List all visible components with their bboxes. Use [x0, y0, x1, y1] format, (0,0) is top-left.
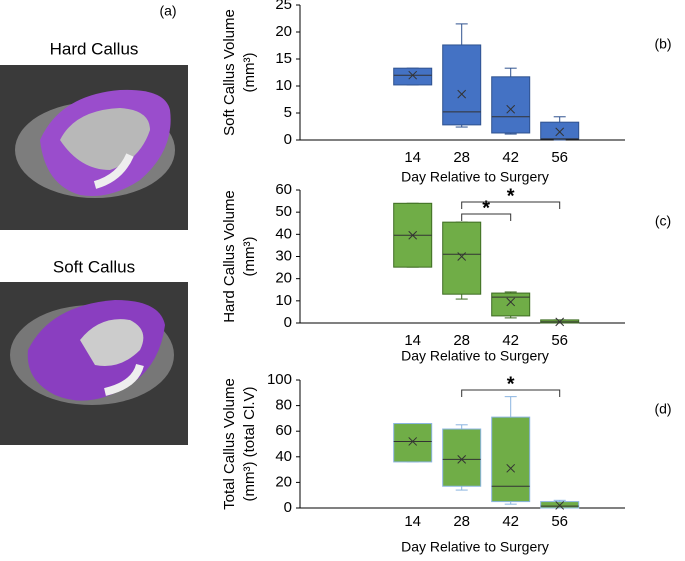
- mean-marker: [506, 104, 516, 114]
- box: [491, 292, 531, 317]
- y-tick-label: 50: [275, 203, 292, 220]
- y-tick-label: 20: [275, 23, 292, 40]
- mean-stroke: [457, 89, 467, 99]
- y-tick-label: 5: [284, 104, 292, 121]
- box: [442, 221, 482, 295]
- x-axis-title: Day Relative to Surgery: [401, 539, 549, 555]
- image-title: Hard Callus: [50, 39, 139, 58]
- mean-marker: [506, 463, 516, 473]
- x-tick-label: 42: [502, 513, 519, 530]
- mean-stroke: [555, 501, 565, 510]
- y-tick-label: 60: [275, 422, 292, 439]
- y-tick-label: 60: [275, 181, 292, 198]
- mean-stroke: [506, 104, 516, 114]
- significance-bracket: [461, 201, 561, 209]
- panel-label: (d): [654, 401, 671, 417]
- x-tick-label: 14: [404, 513, 421, 530]
- mean-stroke: [408, 70, 418, 80]
- y-axis-title: Soft Callus Volume: [221, 9, 238, 136]
- y-tick-label: 0: [284, 131, 292, 148]
- box: [442, 44, 482, 126]
- mean-marker: [457, 89, 467, 99]
- mean-marker: [408, 230, 418, 240]
- mean-marker: [555, 317, 565, 327]
- mean-stroke: [555, 127, 565, 137]
- mean-marker: [506, 297, 516, 307]
- y-tick-label: 15: [275, 50, 292, 67]
- y-tick-label: 30: [275, 247, 292, 264]
- x-tick-label: 42: [502, 332, 519, 349]
- image-title: Soft Callus: [53, 257, 135, 276]
- ct-image: [0, 65, 188, 230]
- y-tick-label: 20: [275, 473, 292, 490]
- y-tick-label: 40: [275, 225, 292, 242]
- box: [491, 416, 531, 503]
- panel-label: (c): [655, 213, 671, 229]
- significance-star: *: [482, 197, 490, 219]
- mean-stroke: [457, 455, 467, 464]
- y-tick-label: 25: [275, 0, 292, 13]
- mean-marker: [408, 437, 418, 446]
- ct-image: [0, 282, 188, 445]
- x-axis-title: Day Relative to Surgery: [401, 169, 549, 185]
- y-tick-label: 80: [275, 397, 292, 414]
- mean-stroke: [506, 297, 516, 307]
- mean-marker: [457, 252, 467, 261]
- y-axis-title: Hard Callus Volume: [221, 190, 238, 323]
- box: [442, 428, 482, 487]
- box: [393, 67, 433, 86]
- y-tick-label: 10: [275, 292, 292, 309]
- mean-marker: [555, 127, 565, 137]
- y-tick-label: 100: [267, 371, 292, 388]
- y-tick-label: 10: [275, 77, 292, 94]
- mean-marker: [408, 70, 418, 80]
- mean-stroke: [555, 317, 565, 327]
- panel-label: (b): [654, 36, 671, 52]
- x-tick-label: 28: [453, 513, 470, 530]
- x-tick-label: 42: [502, 149, 519, 166]
- y-axis-title: (mm³) (total Cl.V): [241, 387, 258, 502]
- box: [393, 423, 433, 463]
- x-tick-label: 14: [404, 149, 421, 166]
- box: [491, 76, 531, 134]
- x-tick-label: 56: [551, 513, 568, 530]
- y-tick-label: 20: [275, 270, 292, 287]
- significance-star: *: [507, 185, 515, 207]
- y-axis-title: (mm³): [241, 53, 258, 93]
- y-axis-title: Total Callus Volume: [221, 378, 238, 510]
- x-tick-label: 56: [551, 332, 568, 349]
- box: [540, 121, 580, 140]
- significance-bracket: [461, 389, 561, 397]
- x-axis-title: Day Relative to Surgery: [401, 348, 549, 364]
- x-tick-label: 28: [453, 149, 470, 166]
- x-tick-label: 28: [453, 332, 470, 349]
- mean-stroke: [408, 437, 418, 446]
- y-tick-label: 40: [275, 448, 292, 465]
- panel-label: (a): [159, 3, 176, 19]
- mean-stroke: [457, 252, 467, 261]
- x-tick-label: 56: [551, 149, 568, 166]
- x-tick-label: 14: [404, 332, 421, 349]
- mean-stroke: [408, 230, 418, 240]
- mean-marker: [555, 501, 565, 510]
- mean-marker: [457, 455, 467, 464]
- y-axis-title: (mm³): [241, 237, 258, 277]
- mean-stroke: [506, 463, 516, 473]
- y-tick-label: 0: [284, 314, 292, 331]
- y-tick-label: 0: [284, 499, 292, 516]
- significance-star: *: [507, 373, 515, 395]
- significance-bracket: [461, 213, 512, 221]
